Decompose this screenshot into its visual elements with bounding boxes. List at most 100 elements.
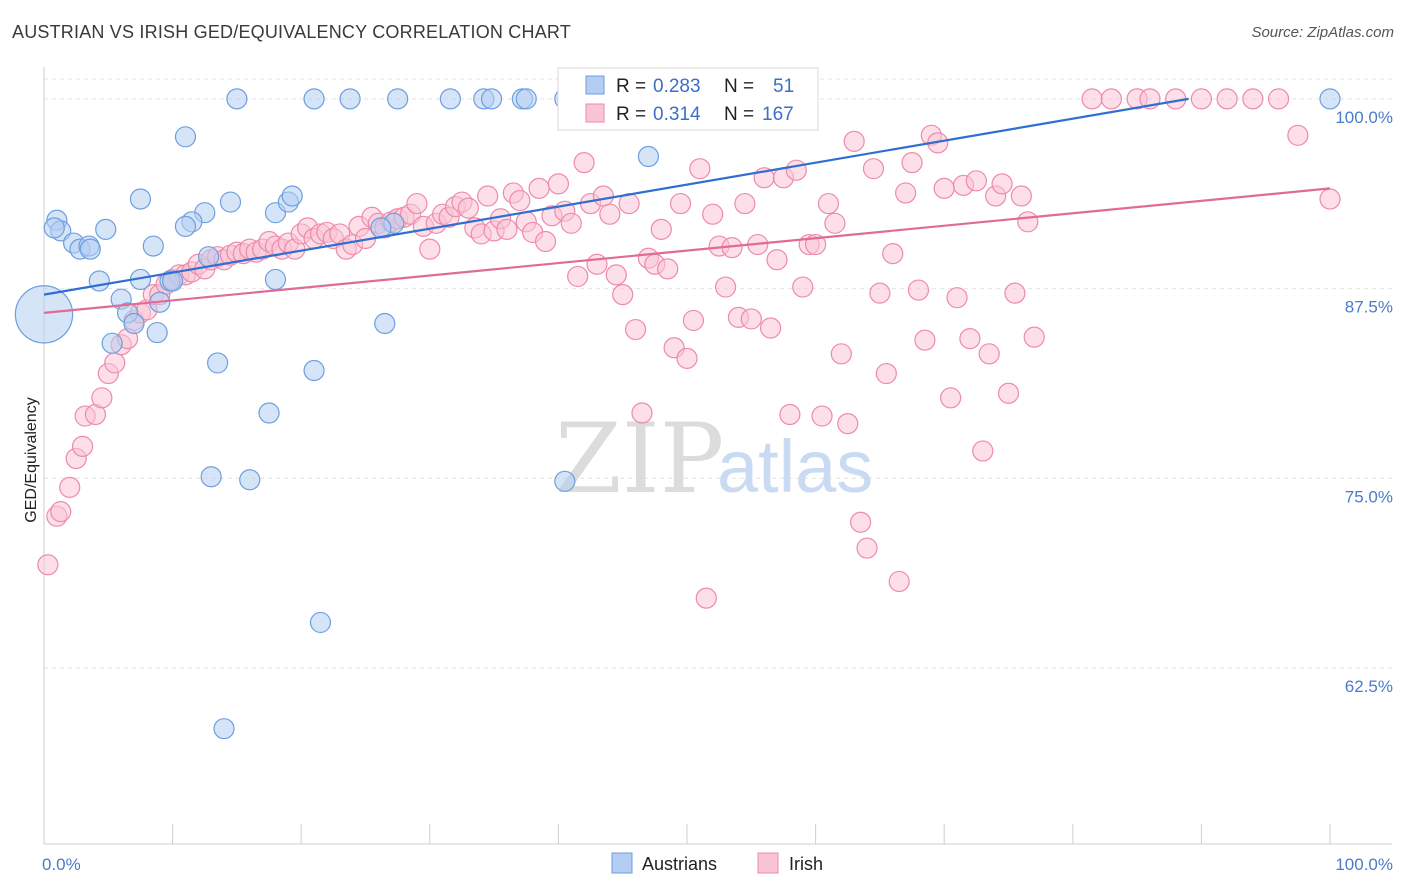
austrian-point bbox=[213, 718, 235, 740]
irish-point bbox=[914, 329, 936, 351]
austrian-point bbox=[637, 145, 660, 168]
austrian-point bbox=[146, 321, 168, 344]
irish-point bbox=[560, 212, 582, 234]
austrian-point bbox=[123, 312, 145, 335]
legend-r-austrians: 0.283 bbox=[653, 76, 701, 97]
irish-point bbox=[933, 177, 955, 200]
irish-point bbox=[940, 387, 962, 409]
legend-n-label-irish: N = bbox=[724, 104, 754, 125]
legend-n-austrians: 51 bbox=[773, 76, 794, 97]
x-tick-label-left: 0.0% bbox=[42, 855, 81, 874]
austrian-point bbox=[554, 470, 576, 492]
bottom-legend-label-irish: Irish bbox=[789, 854, 823, 874]
irish-point bbox=[689, 158, 711, 180]
trend-lines bbox=[43, 97, 1331, 314]
irish-point bbox=[1010, 185, 1032, 207]
irish-point bbox=[547, 173, 570, 195]
irish-point bbox=[37, 554, 59, 576]
irish-point bbox=[657, 258, 679, 280]
irish-point bbox=[676, 347, 698, 369]
irish-point bbox=[1004, 282, 1026, 304]
irish-point bbox=[631, 402, 653, 424]
irish-point bbox=[50, 501, 72, 523]
legend-r-label-austrians: R = bbox=[616, 76, 646, 97]
austrian-point bbox=[174, 215, 197, 237]
austrian-point bbox=[79, 238, 101, 260]
irish-point bbox=[605, 264, 627, 286]
y-tick-label: 75.0% bbox=[1345, 487, 1393, 506]
irish-point bbox=[830, 343, 852, 365]
austrian-point bbox=[200, 466, 222, 488]
irish-point bbox=[496, 218, 518, 240]
irish-point bbox=[792, 276, 814, 298]
legend-n-irish: 167 bbox=[762, 104, 794, 125]
irish-point bbox=[586, 253, 608, 275]
irish-point bbox=[817, 192, 840, 215]
austrian-point bbox=[281, 185, 303, 207]
austrian-points bbox=[14, 88, 1341, 740]
irish-point bbox=[534, 230, 557, 253]
irish-point bbox=[1267, 88, 1290, 110]
series-legend: Austrians Irish bbox=[611, 852, 823, 874]
irish-point bbox=[882, 243, 904, 265]
irish-point bbox=[528, 177, 550, 200]
austrian-point bbox=[258, 402, 280, 424]
grid-lines bbox=[44, 78, 1392, 669]
austrian-point bbox=[374, 312, 396, 335]
y-tick-label: 100.0% bbox=[1335, 108, 1393, 127]
source-note: Source: ZipAtlas.com bbox=[1251, 24, 1394, 41]
irish-point bbox=[682, 309, 705, 332]
austrian-point bbox=[480, 88, 503, 110]
irish-point bbox=[997, 382, 1020, 404]
irish-point bbox=[850, 511, 872, 533]
irish-point bbox=[1216, 88, 1238, 110]
austrian-point bbox=[129, 188, 152, 210]
irish-point bbox=[1190, 88, 1213, 110]
austrian-point bbox=[14, 285, 74, 344]
watermark-atlas: atlas bbox=[717, 425, 873, 508]
irish-point bbox=[91, 387, 113, 409]
irish-point bbox=[869, 282, 891, 304]
irish-point bbox=[734, 192, 756, 215]
austrian-point bbox=[174, 126, 197, 148]
austrian-point bbox=[198, 246, 220, 268]
austrian-point bbox=[95, 218, 117, 240]
irish-points bbox=[37, 88, 1341, 609]
irish-point bbox=[740, 308, 762, 330]
irish-point bbox=[824, 212, 846, 234]
chart-title: AUSTRIAN VS IRISH GED/EQUIVALENCY CORREL… bbox=[12, 22, 571, 42]
irish-point bbox=[419, 238, 441, 260]
irish-point bbox=[59, 476, 81, 498]
irish-point bbox=[779, 403, 801, 426]
irish-point bbox=[946, 287, 968, 309]
irish-point bbox=[599, 203, 621, 225]
irish-point bbox=[785, 159, 807, 181]
irish-point bbox=[612, 284, 634, 306]
irish-point bbox=[837, 413, 859, 435]
austrian-point bbox=[339, 88, 361, 110]
austrian-point bbox=[43, 217, 65, 239]
irish-point bbox=[766, 249, 788, 271]
austrian-point bbox=[309, 611, 332, 634]
axes bbox=[43, 67, 1392, 845]
austrian-point bbox=[162, 270, 184, 292]
austrian-point bbox=[142, 235, 164, 257]
legend-r-irish: 0.314 bbox=[653, 104, 701, 125]
austrian-point bbox=[303, 359, 325, 382]
irish-point bbox=[862, 158, 885, 180]
irish-point bbox=[71, 435, 94, 457]
irish-point bbox=[650, 218, 672, 240]
irish-point bbox=[1100, 88, 1122, 110]
legend-r-label-irish: R = bbox=[616, 104, 646, 125]
irish-point bbox=[714, 276, 737, 298]
y-tick-label: 87.5% bbox=[1345, 298, 1393, 317]
austrian-trend-line bbox=[43, 97, 1189, 296]
irish-point bbox=[991, 173, 1013, 195]
irish-point bbox=[1023, 326, 1045, 348]
irish-point bbox=[907, 279, 930, 301]
irish-point bbox=[901, 152, 923, 174]
austrian-point bbox=[264, 268, 287, 291]
irish-point bbox=[1081, 88, 1103, 110]
irish-point bbox=[978, 343, 1000, 365]
austrian-point bbox=[439, 88, 461, 110]
